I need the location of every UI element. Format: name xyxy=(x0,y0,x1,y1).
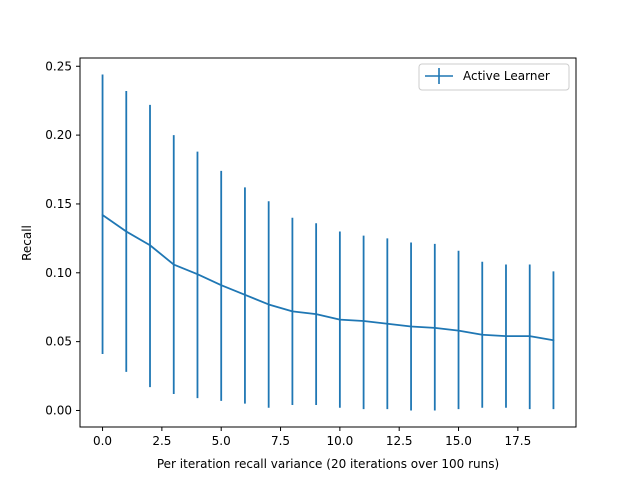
y-tick-label: 0.15 xyxy=(45,197,72,211)
y-tick-label: 0.00 xyxy=(45,403,72,417)
y-tick-label: 0.10 xyxy=(45,266,72,280)
x-tick-label: 10.0 xyxy=(327,434,354,448)
x-tick-label: 17.5 xyxy=(504,434,531,448)
legend-label-active-learner: Active Learner xyxy=(463,69,550,83)
series-line-active-learner xyxy=(101,214,555,342)
legend-box xyxy=(418,63,570,91)
x-tick-label: 12.5 xyxy=(386,434,413,448)
series-layer xyxy=(101,214,555,342)
x-tick-label: 5.0 xyxy=(212,434,231,448)
y-axis-ticks: 0.00 0.05 0.10 0.15 0.20 0.25 xyxy=(45,59,80,417)
legend: Active Learner xyxy=(418,63,570,91)
y-tick-label: 0.25 xyxy=(45,59,72,73)
x-axis-label: Per iteration recall variance (20 iterat… xyxy=(157,457,499,471)
y-axis-label: Recall xyxy=(20,225,34,261)
y-tick-label: 0.05 xyxy=(45,335,72,349)
x-tick-label: 7.5 xyxy=(271,434,290,448)
x-axis-ticks: 0.0 2.5 5.0 7.5 10.0 12.5 15.0 17.5 xyxy=(93,427,531,448)
x-tick-label: 2.5 xyxy=(152,434,171,448)
x-tick-label: 0.0 xyxy=(93,434,112,448)
y-tick-label: 0.20 xyxy=(45,128,72,142)
plot-area-frame xyxy=(79,57,577,428)
x-tick-label: 15.0 xyxy=(445,434,472,448)
